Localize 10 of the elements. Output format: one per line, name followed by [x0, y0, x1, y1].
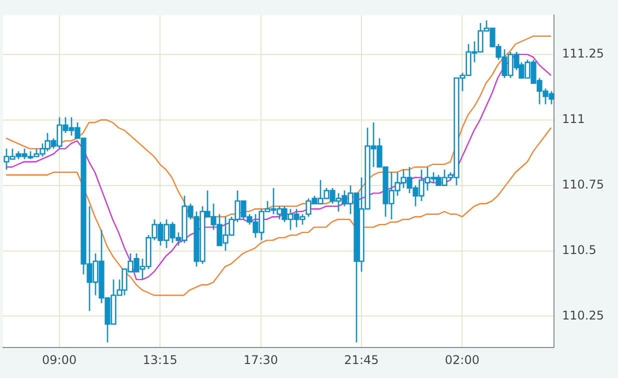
x-tick-label: 13:15	[142, 352, 178, 367]
y-tick-label: 111	[562, 112, 585, 126]
y-tick-label: 110.75	[562, 177, 604, 192]
x-tick-label: 17:30	[243, 352, 278, 367]
y-tick-label: 110.25	[562, 308, 604, 322]
x-tick-label: 02:00	[444, 352, 480, 367]
x-tick-label: 21:45	[344, 352, 379, 367]
y-tick-label: 111.25	[562, 46, 604, 61]
x-tick-label: 09:00	[42, 352, 77, 367]
y-tick-label: 110.5	[562, 242, 596, 257]
